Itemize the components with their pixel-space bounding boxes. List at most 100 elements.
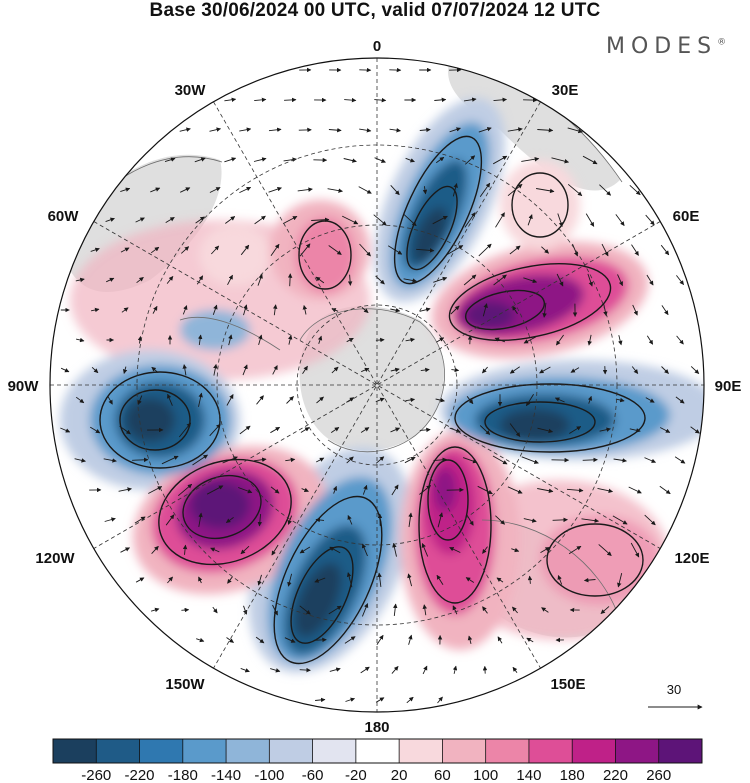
- wind-vector: [103, 458, 117, 463]
- wind-vector: [90, 247, 100, 252]
- wind-vector: [213, 363, 218, 376]
- wind-vector: [581, 518, 600, 523]
- wind-vector: [299, 605, 311, 615]
- colorbar-tick-label: -260: [81, 767, 111, 783]
- wind-vector: [270, 486, 280, 494]
- wind-vector: [256, 395, 264, 405]
- wind-vector: [390, 427, 401, 433]
- wind-vector: [408, 634, 413, 645]
- wind-vector: [286, 396, 294, 404]
- wind-vector: [416, 248, 435, 253]
- wind-vector: [661, 366, 669, 374]
- wind-vector: [660, 244, 670, 256]
- wind-vector: [224, 97, 237, 102]
- wind-vector: [212, 304, 218, 315]
- wind-vector: [552, 517, 568, 523]
- wind-vector: [272, 604, 278, 616]
- wind-vector: [300, 427, 310, 433]
- wind-vector: [180, 187, 191, 193]
- wind-vector: [332, 485, 338, 494]
- wind-vector: [253, 457, 267, 462]
- wind-vector: [359, 128, 372, 133]
- wind-vector: [270, 668, 281, 673]
- wind-vector: [465, 577, 475, 583]
- wind-vector: [526, 394, 534, 407]
- wind-vector: [268, 186, 282, 193]
- graticule: [50, 58, 704, 712]
- lon-label-30e: 30E: [552, 82, 579, 99]
- wind-vector: [150, 187, 161, 193]
- wind-vector: [346, 572, 353, 588]
- brand-mark: ®: [717, 37, 727, 48]
- colorbar-tick-label: 20: [391, 767, 408, 783]
- wind-vector: [75, 337, 85, 343]
- wind-vectors: [60, 67, 700, 704]
- wind-vector: [362, 484, 368, 495]
- wind-vector: [297, 187, 313, 192]
- wind-vector: [450, 305, 460, 315]
- colorbar-frame: [52, 738, 703, 764]
- wind-vector: [329, 667, 341, 672]
- wind-vector: [523, 277, 538, 284]
- wind-vector: [463, 97, 477, 102]
- wind-vector: [224, 157, 237, 163]
- wind-vector: [254, 215, 266, 225]
- lon-label-150w: 150W: [165, 676, 205, 693]
- wind-vector: [315, 276, 325, 284]
- wind-vector: [599, 427, 611, 432]
- wind-vector: [137, 335, 143, 344]
- wind-vector: [180, 246, 190, 254]
- wind-vector: [452, 605, 458, 615]
- wind-vector: [178, 422, 192, 438]
- lon-label-150e: 150E: [550, 676, 585, 693]
- wind-vector: [120, 247, 130, 253]
- wind-vector: [240, 244, 250, 256]
- wind-vector: [512, 305, 518, 315]
- wind-vector: [361, 307, 369, 313]
- colorbar-swatch: [658, 739, 703, 763]
- wind-vector: [164, 157, 176, 163]
- wind-vector: [583, 577, 596, 583]
- wind-vector: [329, 546, 341, 554]
- wind-vector: [328, 245, 342, 255]
- wind-vector: [270, 426, 281, 434]
- lon-label-0: 0: [373, 38, 381, 55]
- wind-vector: [284, 637, 296, 643]
- wind-vector: [182, 305, 188, 315]
- wind-vector: [422, 186, 428, 195]
- wind-vector: [192, 454, 208, 466]
- wind-vector: [182, 364, 187, 376]
- wind-vector: [523, 336, 537, 344]
- wind-vector: [646, 335, 654, 345]
- colorbar-tick-label: -140: [211, 767, 241, 783]
- colorbar-tick-label: 60: [434, 767, 451, 783]
- wind-vector: [316, 396, 324, 404]
- wind-vector: [536, 188, 555, 194]
- wind-vector: [222, 456, 238, 464]
- wind-vector: [242, 364, 248, 376]
- colorbar-labels: -260 -220 -180 -140 -100 -60 -20 20 60 100 140 180 2…: [81, 767, 671, 783]
- wind-vector: [137, 395, 143, 405]
- wind-vector: [344, 97, 357, 103]
- wind-vector: [556, 334, 564, 346]
- wind-vector: [587, 273, 593, 287]
- wind-vector: [435, 156, 445, 164]
- wind-vector: [91, 307, 100, 313]
- wind-vector: [210, 245, 220, 255]
- wind-vector: [419, 127, 431, 133]
- wind-vector: [509, 245, 521, 255]
- wind-vector: [511, 547, 520, 553]
- wind-vector: [613, 458, 627, 463]
- wind-vector: [198, 576, 203, 584]
- wind-vector: [197, 334, 203, 346]
- wind-vector: [209, 187, 221, 193]
- colorbar-tick-label: 140: [516, 767, 541, 783]
- wind-vector: [509, 366, 520, 374]
- wind-vector: [373, 214, 387, 226]
- wind-vector: [527, 575, 533, 584]
- wind-vector: [152, 305, 158, 314]
- wind-vector: [315, 457, 325, 463]
- wind-vector: [631, 366, 639, 374]
- wind-vector: [582, 155, 598, 165]
- wind-vector: [645, 397, 655, 403]
